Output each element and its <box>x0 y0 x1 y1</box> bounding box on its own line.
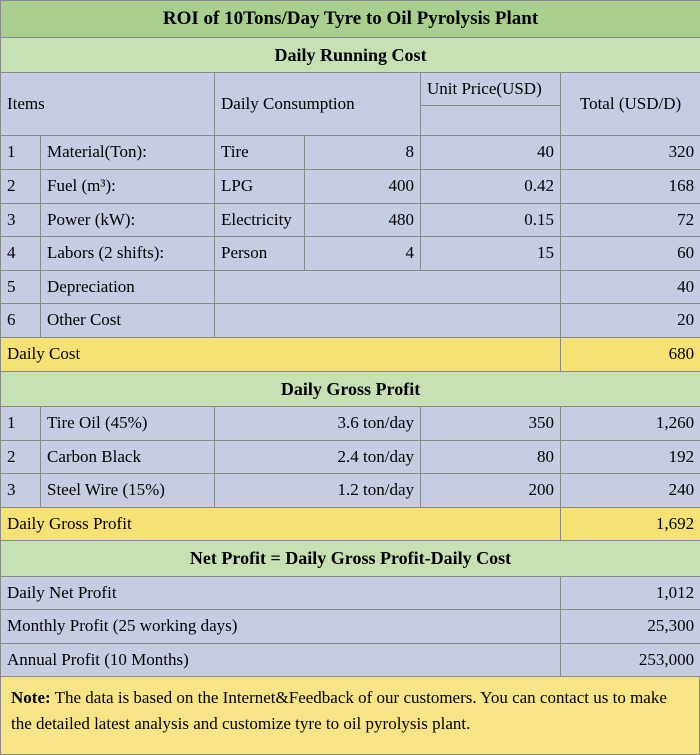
row-num: 3 <box>1 203 41 237</box>
row-num: 2 <box>1 440 41 474</box>
row-item: Other Cost <box>41 304 215 338</box>
row-item: Depreciation <box>41 270 215 304</box>
row-total: 72 <box>561 203 700 237</box>
row-total: 1,260 <box>561 406 700 440</box>
row-type: Person <box>215 237 305 271</box>
note-bold: Note: <box>11 688 51 707</box>
net-row: Daily Net Profit 1,012 <box>1 576 700 610</box>
row-total: 192 <box>561 440 700 474</box>
row-num: 4 <box>1 237 41 271</box>
roi-table-container: ROI of 10Tons/Day Tyre to Oil Pyrolysis … <box>0 0 700 618</box>
net-label: Daily Net Profit <box>1 576 561 610</box>
row-price: 15 <box>421 237 561 271</box>
row-qty: 8 <box>305 136 421 170</box>
row-qty: 1.2 ton/day <box>215 474 421 508</box>
cost-row: 4 Labors (2 shifts): Person 4 15 60 <box>1 237 700 271</box>
net-label: Monthly Profit (25 working days) <box>1 610 561 644</box>
header-items: Items <box>1 72 215 136</box>
header-unitprice: Unit Price(USD) <box>421 72 561 106</box>
section-net: Net Profit = Daily Gross Profit-Daily Co… <box>1 541 700 576</box>
row-type: Tire <box>215 136 305 170</box>
section-gross: Daily Gross Profit <box>1 371 700 406</box>
row-item: Steel Wire (15%) <box>41 474 215 508</box>
net-val: 253,000 <box>561 643 700 677</box>
row-item: Fuel (m³): <box>41 169 215 203</box>
cost-row: 5 Depreciation 40 <box>1 270 700 304</box>
row-price: 0.42 <box>421 169 561 203</box>
row-price: 80 <box>421 440 561 474</box>
row-price: 0.15 <box>421 203 561 237</box>
cost-row: 1 Material(Ton): Tire 8 40 320 <box>1 136 700 170</box>
row-total: 20 <box>561 304 700 338</box>
row-qty: 4 <box>305 237 421 271</box>
roi-table: ROI of 10Tons/Day Tyre to Oil Pyrolysis … <box>0 0 700 677</box>
row-num: 3 <box>1 474 41 508</box>
row-total: 40 <box>561 270 700 304</box>
row-total: 240 <box>561 474 700 508</box>
net-row: Monthly Profit (25 working days) 25,300 <box>1 610 700 644</box>
cost-sum-row: Daily Cost 680 <box>1 338 700 372</box>
row-total: 320 <box>561 136 700 170</box>
row-span <box>215 270 561 304</box>
gross-sum-label: Daily Gross Profit <box>1 507 561 541</box>
net-val: 1,012 <box>561 576 700 610</box>
row-total: 168 <box>561 169 700 203</box>
cost-row: 6 Other Cost 20 <box>1 304 700 338</box>
gross-sum-row: Daily Gross Profit 1,692 <box>1 507 700 541</box>
row-num: 1 <box>1 136 41 170</box>
row-span <box>215 304 561 338</box>
row-num: 2 <box>1 169 41 203</box>
row-item: Tire Oil (45%) <box>41 406 215 440</box>
cost-sum-label: Daily Cost <box>1 338 561 372</box>
row-type: LPG <box>215 169 305 203</box>
row-total: 60 <box>561 237 700 271</box>
row-qty: 2.4 ton/day <box>215 440 421 474</box>
note-text: The data is based on the Internet&Feedba… <box>11 688 667 733</box>
gross-row: 2 Carbon Black 2.4 ton/day 80 192 <box>1 440 700 474</box>
cost-row: 3 Power (kW): Electricity 480 0.15 72 <box>1 203 700 237</box>
table-title: ROI of 10Tons/Day Tyre to Oil Pyrolysis … <box>1 1 700 38</box>
row-num: 5 <box>1 270 41 304</box>
header-unitprice-spacer <box>421 106 561 136</box>
row-price: 40 <box>421 136 561 170</box>
cost-sum: 680 <box>561 338 700 372</box>
row-item: Power (kW): <box>41 203 215 237</box>
header-total: Total (USD/D) <box>561 72 700 136</box>
net-row: Annual Profit (10 Months) 253,000 <box>1 643 700 677</box>
row-price: 200 <box>421 474 561 508</box>
footnote: Note: The data is based on the Internet&… <box>0 677 700 755</box>
row-item: Labors (2 shifts): <box>41 237 215 271</box>
header-consumption: Daily Consumption <box>215 72 421 136</box>
gross-row: 1 Tire Oil (45%) 3.6 ton/day 350 1,260 <box>1 406 700 440</box>
row-qty: 400 <box>305 169 421 203</box>
row-num: 1 <box>1 406 41 440</box>
gross-sum: 1,692 <box>561 507 700 541</box>
row-type: Electricity <box>215 203 305 237</box>
row-item: Carbon Black <box>41 440 215 474</box>
net-label: Annual Profit (10 Months) <box>1 643 561 677</box>
section-daily-cost: Daily Running Cost <box>1 37 700 72</box>
row-qty: 480 <box>305 203 421 237</box>
row-qty: 3.6 ton/day <box>215 406 421 440</box>
gross-row: 3 Steel Wire (15%) 1.2 ton/day 200 240 <box>1 474 700 508</box>
row-item: Material(Ton): <box>41 136 215 170</box>
row-price: 350 <box>421 406 561 440</box>
row-num: 6 <box>1 304 41 338</box>
net-val: 25,300 <box>561 610 700 644</box>
cost-row: 2 Fuel (m³): LPG 400 0.42 168 <box>1 169 700 203</box>
